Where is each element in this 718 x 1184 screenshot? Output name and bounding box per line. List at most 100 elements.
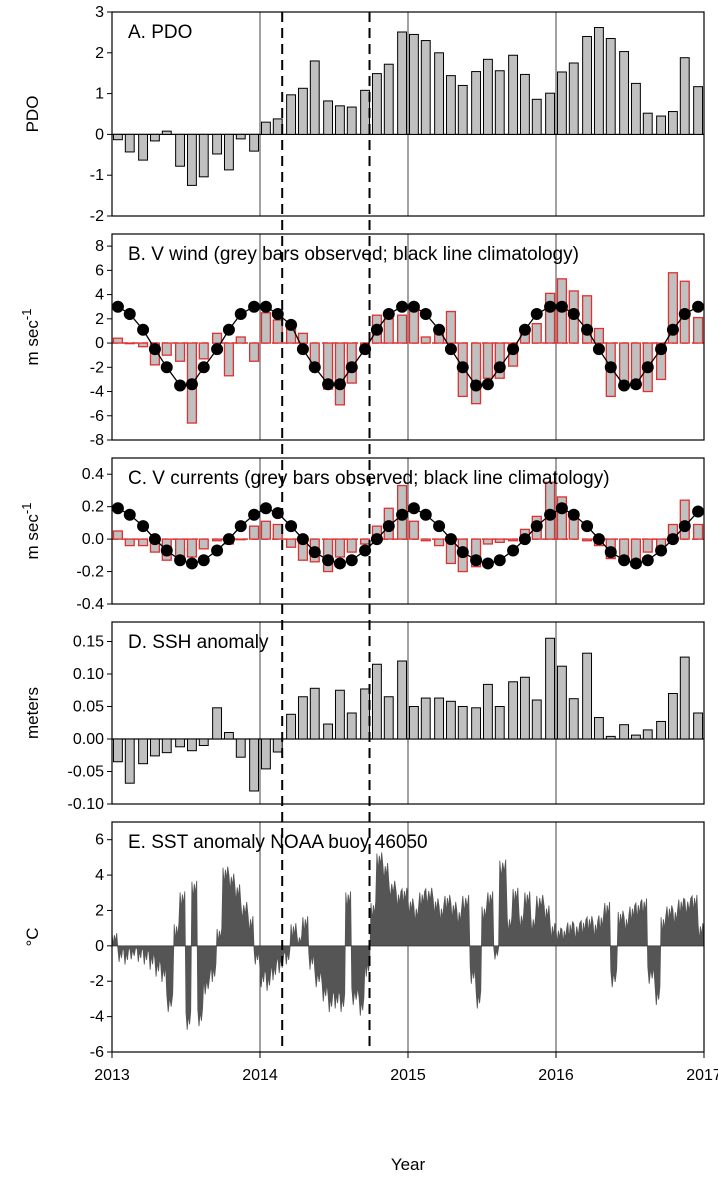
y-axis-label-text: m sec [23, 514, 42, 560]
data-bar [568, 62, 579, 135]
climatology-point [185, 557, 198, 570]
data-bar [285, 538, 297, 548]
climatology-point [322, 378, 335, 391]
climatology-point [581, 520, 594, 533]
data-bar [211, 538, 223, 542]
data-bar [186, 738, 197, 752]
data-bar [112, 738, 123, 763]
data-bar [235, 133, 246, 140]
data-bar [593, 27, 604, 135]
y-tick-label: 4 [95, 287, 104, 304]
data-bar [556, 665, 567, 740]
climatology-point [271, 307, 284, 320]
y-axis-label-text: meters [23, 687, 42, 739]
climatology-point [359, 343, 372, 356]
climatology-point [419, 307, 432, 320]
data-bar [508, 681, 519, 740]
data-bar [360, 688, 371, 740]
y-tick-label: 3 [95, 4, 104, 21]
climatology-point [359, 544, 372, 557]
climatology-point [481, 557, 494, 570]
x-axis-label: Year [391, 1155, 426, 1174]
climatology-point [259, 300, 272, 313]
y-tick-label: 0.05 [73, 699, 104, 716]
panels-group: -2 -1 0 1 2 3 A. PDO PDO -8 -6 -4 -2 0 2 4 6 8 B. V wind … [19, 4, 705, 1061]
climatology-point [234, 520, 247, 533]
data-bar [323, 723, 334, 740]
data-bar [482, 683, 493, 740]
climatology-point [604, 361, 617, 374]
climatology-point [322, 554, 335, 567]
climatology-point [666, 533, 679, 546]
data-bar [470, 342, 482, 405]
data-bar [223, 133, 234, 171]
data-bar [198, 538, 209, 550]
x-tick-label: 2015 [390, 1067, 426, 1084]
climatology-point [248, 508, 261, 521]
climatology-point [470, 379, 483, 392]
data-bar [667, 111, 678, 135]
data-bar [334, 689, 345, 740]
climatology-point [160, 544, 173, 557]
data-bar [420, 40, 431, 135]
data-bar [619, 724, 630, 740]
data-bar [272, 738, 283, 753]
data-bar [249, 738, 260, 792]
climatology-point [197, 361, 210, 374]
climatology-point [433, 520, 446, 533]
climatology-point [655, 544, 668, 557]
climatology-point [296, 533, 309, 546]
data-bar [346, 106, 357, 135]
data-bar [174, 342, 186, 362]
data-bar [334, 105, 345, 135]
data-bar [457, 84, 468, 135]
data-bar [334, 538, 346, 558]
climatology-point [518, 533, 531, 546]
climatology-point [333, 378, 346, 391]
data-bar [656, 115, 667, 135]
data-bar [531, 98, 542, 135]
panel-title: A. PDO [128, 22, 192, 43]
climatology-point [396, 300, 409, 313]
data-bar [383, 318, 394, 344]
data-bar [408, 520, 420, 540]
climatology-point [285, 520, 298, 533]
data-bar [112, 337, 124, 344]
data-bar [175, 738, 186, 748]
y-tick-label: 0 [95, 938, 104, 955]
data-bar [397, 660, 408, 740]
y-axis-label: PDO [23, 96, 42, 133]
data-bar [420, 336, 431, 344]
data-bar [445, 700, 456, 740]
data-bar [630, 734, 641, 740]
data-bar [470, 538, 482, 568]
data-bar [137, 538, 149, 547]
data-bar [198, 738, 209, 746]
y-tick-label: 6 [95, 832, 104, 849]
panel-e: -6 -4 -2 0 2 4 6 E. SST anomaly NOAA buoy 46050… [23, 821, 705, 1061]
data-bar [457, 706, 468, 740]
climatology-point [641, 554, 654, 567]
x-tick-label: 2016 [538, 1067, 574, 1084]
data-bar [642, 538, 653, 553]
climatology-point [507, 343, 520, 356]
climatology-point [493, 554, 506, 567]
climatology-point [507, 544, 520, 557]
climatology-point [148, 343, 161, 356]
data-bar [360, 89, 371, 135]
data-bar [507, 538, 519, 542]
data-bar [211, 332, 223, 344]
data-bar [568, 698, 579, 740]
climatology-point [396, 508, 409, 521]
data-bar [137, 342, 149, 348]
data-bar [272, 319, 283, 344]
y-tick-label: -0.05 [68, 764, 105, 781]
climatology-point [555, 300, 568, 313]
climatology-point [604, 546, 617, 559]
y-tick-label: 0 [95, 126, 104, 143]
data-bar [618, 342, 630, 383]
climatology-point [160, 361, 173, 374]
data-bar [582, 35, 593, 135]
y-tick-label: -0.4 [76, 596, 104, 613]
